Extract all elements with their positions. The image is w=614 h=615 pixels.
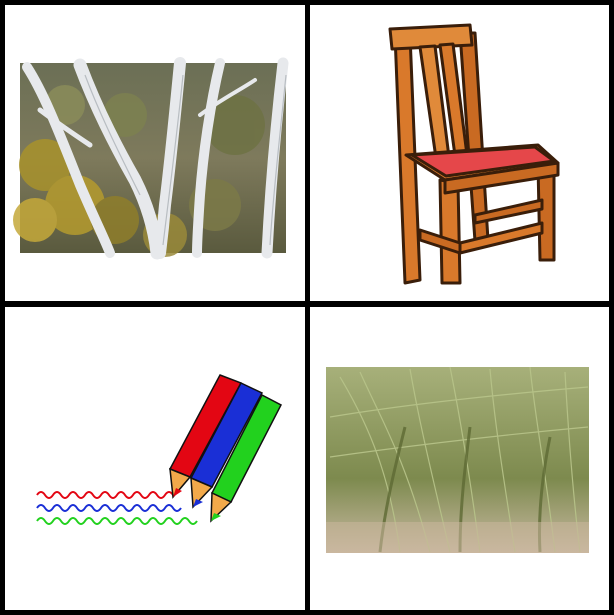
chair-illustration	[388, 23, 560, 285]
grid-cell-chair[interactable]	[310, 5, 609, 301]
colored-pencils-illustration	[36, 374, 283, 525]
green-pencil-icon	[210, 393, 283, 523]
blue-pencil-icon	[189, 382, 264, 509]
grid-cell-pencils[interactable]	[5, 307, 305, 610]
grid-cell-shrub[interactable]	[310, 307, 609, 610]
birch-trees-photo	[13, 57, 289, 260]
grid-cell-birch-trees[interactable]	[5, 5, 305, 301]
green-shrub-photo	[326, 366, 589, 553]
red-pencil-icon	[168, 374, 243, 499]
